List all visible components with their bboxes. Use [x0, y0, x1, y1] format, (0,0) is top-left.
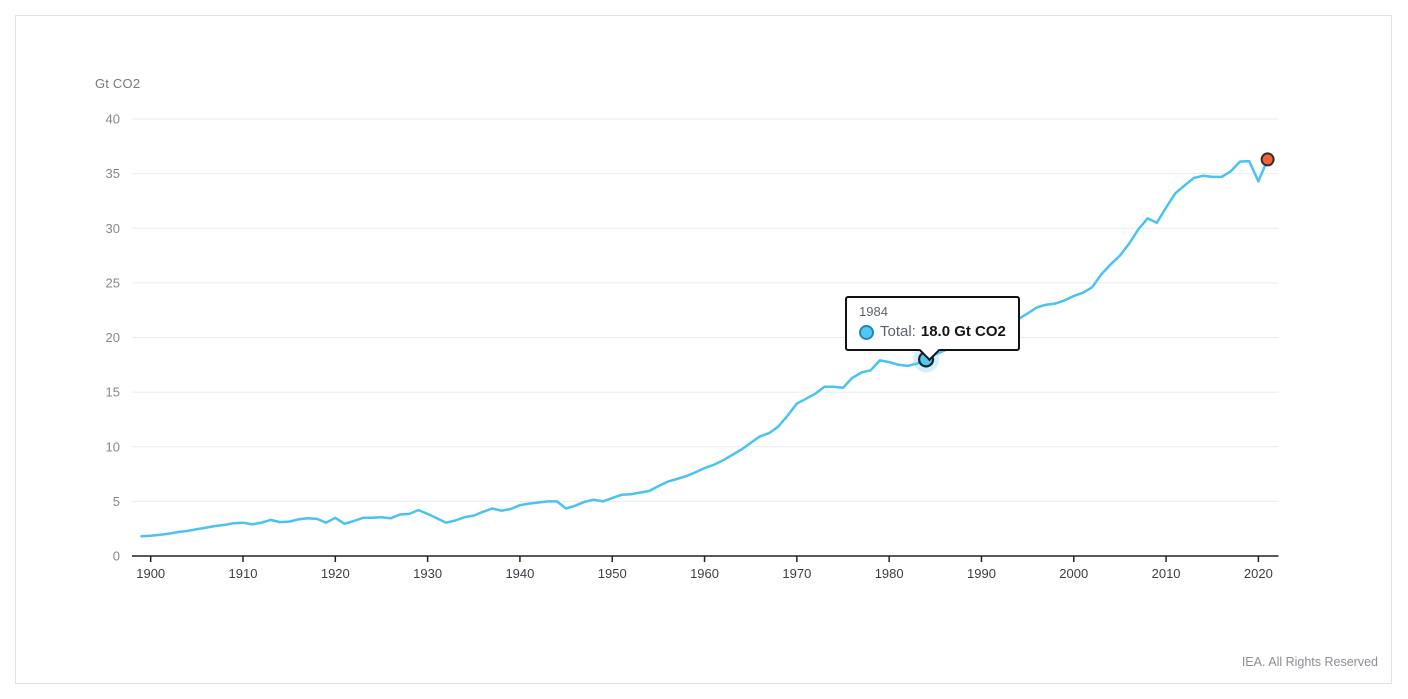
- tooltip-series-row: Total: 18.0 Gt CO2: [859, 322, 1006, 342]
- x-axis-tick-label: 1930: [413, 566, 442, 581]
- y-axis-tick-label: 25: [106, 275, 120, 290]
- tooltip-series-label: Total:: [880, 323, 916, 340]
- tooltip-year: 1984: [859, 304, 888, 319]
- x-axis-tick-label: 1950: [598, 566, 627, 581]
- x-axis-tick-label: 1920: [321, 566, 350, 581]
- x-axis-tick-label: 1980: [875, 566, 904, 581]
- y-axis-tick-label: 0: [113, 549, 120, 564]
- x-axis-tick-label: 1900: [136, 566, 165, 581]
- x-axis-tick-label: 2000: [1059, 566, 1088, 581]
- x-axis-tick-label: 2020: [1244, 566, 1273, 581]
- y-axis-tick-label: 30: [106, 221, 120, 236]
- y-axis-tick-label: 20: [106, 330, 120, 345]
- tooltip-value: 18.0 Gt CO2: [920, 323, 1006, 340]
- attribution: IEA. All Rights Reserved: [1241, 655, 1378, 669]
- tooltip: 1984 Total: 18.0 Gt CO2: [845, 296, 1020, 362]
- x-axis-tick-label: 1970: [782, 566, 811, 581]
- y-axis-tick-label: 5: [113, 494, 120, 509]
- emissions-line: [140, 158, 1269, 538]
- latest-point-2021[interactable]: [1260, 152, 1275, 167]
- x-axis-tick-label: 1910: [229, 566, 258, 581]
- y-axis-tick-label: 40: [106, 112, 120, 127]
- series-marker-icon: [859, 324, 874, 340]
- y-axis-tick-label: 10: [106, 439, 120, 454]
- y-axis-tick-label: 35: [106, 166, 120, 181]
- x-axis-tick-label: 1940: [505, 566, 534, 581]
- y-axis-tick-label: 15: [106, 385, 120, 400]
- y-axis-title: Gt CO2: [95, 76, 141, 91]
- x-axis-tick-label: 1960: [690, 566, 719, 581]
- chart-card: [15, 15, 1392, 684]
- x-axis-tick-label: 2010: [1152, 566, 1181, 581]
- x-axis-tick-label: 1990: [967, 566, 996, 581]
